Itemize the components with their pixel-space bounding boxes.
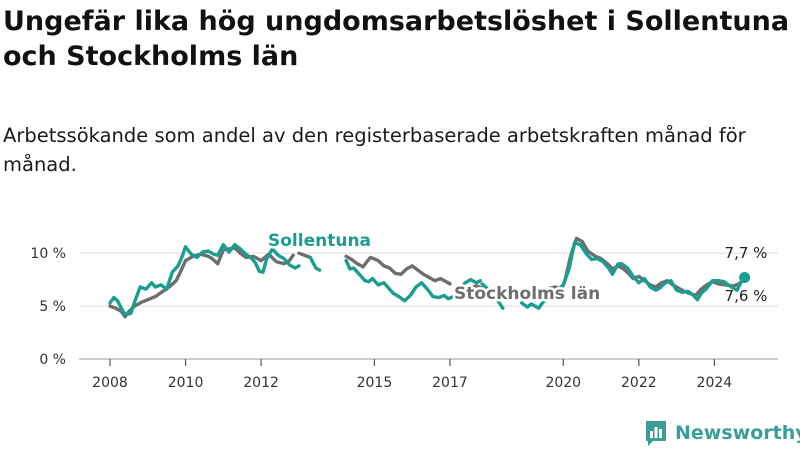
label-layer: 0 % 5 % 10 % 2008 2010 2012 2015 2017 2020 2022 20… (30, 229, 768, 392)
series-layer (108, 236, 751, 319)
brand-logo[interactable]: Newsworthy (644, 418, 800, 448)
chart-title: Ungefär lika hög ungdomsarbetslöshet i S… (3, 6, 790, 72)
series-line-sollentuna (308, 255, 322, 272)
series-line-sollentuna (344, 258, 482, 303)
series-label-sollentuna-halo: Sollentuna (268, 231, 371, 251)
series-line-sollentuna (480, 282, 490, 291)
sollentuna-end-point (739, 272, 751, 284)
series-line-stockholms-lan (297, 251, 312, 260)
brand-name: Newsworthy (675, 422, 800, 444)
series-label-stockholms-lan: Stockholms län (454, 284, 600, 304)
series-line-stockholms-lan (344, 254, 452, 286)
series-line-sollentuna (108, 243, 301, 317)
y-tick-label: 5 % (39, 299, 66, 315)
series-line-sollentuna (495, 298, 505, 310)
end-label-sollentuna: 7,7 % (725, 244, 768, 262)
end-label-stockholms-lan: 7,6 % (725, 287, 768, 305)
x-tick-label: 2012 (243, 375, 279, 391)
x-tick-label: 2017 (432, 375, 468, 391)
series-label-sollentuna: Sollentuna (268, 231, 371, 251)
x-tick-label: 2015 (357, 375, 393, 391)
series-line-sollentuna (520, 240, 747, 310)
x-tick-label: 2024 (697, 375, 733, 391)
x-tick-label: 2010 (168, 375, 204, 391)
chart-subtitle: Arbetssökande som andel av den registerb… (3, 124, 746, 176)
series-label-stockholms-lan-halo: Stockholms län (454, 284, 600, 304)
grid-layer (79, 252, 778, 366)
y-tick-label: 10 % (30, 246, 66, 262)
x-tick-label: 2022 (621, 375, 657, 391)
x-tick-label: 2008 (92, 375, 128, 391)
series-line-stockholms-lan (469, 284, 484, 290)
bar-chart-logo-icon (646, 421, 666, 446)
x-tick-label: 2020 (545, 375, 581, 391)
y-tick-label: 0 % (39, 352, 66, 368)
